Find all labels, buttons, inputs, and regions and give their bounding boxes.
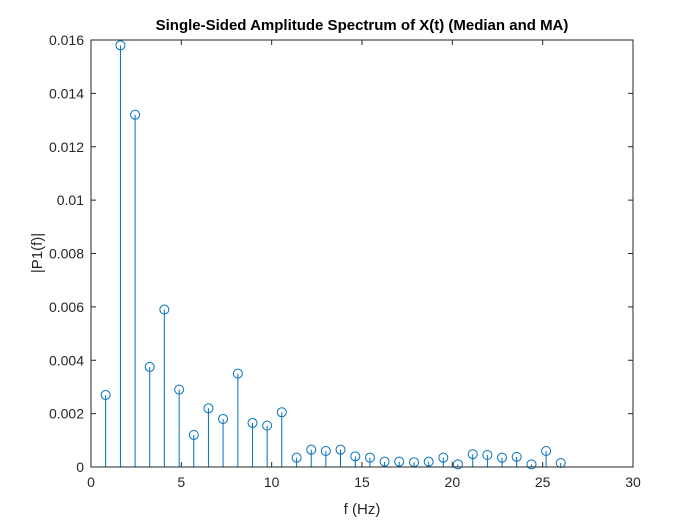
stem-marker [188, 429, 199, 440]
y-axis-label: |P1(f)| [29, 233, 46, 273]
stem-marker [291, 452, 302, 463]
stem-marker [247, 417, 258, 428]
stem-marker [379, 456, 390, 467]
stem-marker [350, 451, 361, 462]
x-tick-label: 0 [87, 474, 95, 490]
ticks-layer: 0 5 10 15 20 25 30 0 0.002 0.004 0.006 0.008 0.01 0.0… [49, 32, 641, 490]
stem-marker [115, 40, 126, 51]
y-tick-label: 0.006 [49, 299, 84, 315]
stem-marker [203, 403, 214, 414]
x-tick-label: 20 [445, 474, 461, 490]
stem-marker [335, 444, 346, 455]
stem-marker [232, 368, 243, 379]
stem-marker [394, 456, 405, 467]
stem-marker [174, 384, 185, 395]
stem-marker [438, 452, 449, 463]
stem-marker [320, 445, 331, 456]
stem-marker [482, 449, 493, 460]
stem-marker [306, 444, 317, 455]
stem-marker [452, 459, 463, 470]
x-axis-label: f (Hz) [344, 501, 381, 518]
y-tick-label: 0.016 [49, 32, 84, 48]
stem-marker [364, 452, 375, 463]
stem-marker [276, 407, 287, 418]
stem-marker [100, 389, 111, 400]
y-tick-label: 0.01 [57, 192, 84, 208]
y-tick-label: 0.014 [49, 85, 84, 101]
stem-marker [159, 304, 170, 315]
stem-marker [218, 413, 229, 424]
x-tick-label: 25 [535, 474, 551, 490]
stem-marker [144, 361, 155, 372]
y-tick-label: 0 [76, 459, 84, 475]
stem-marker [467, 449, 478, 460]
y-tick-label: 0.012 [49, 139, 84, 155]
plot-area [91, 40, 633, 467]
x-tick-label: 10 [264, 474, 280, 490]
stem-marker [526, 459, 537, 470]
stem-marker [511, 451, 522, 462]
stem-marker [130, 109, 141, 120]
stem-marker [262, 420, 273, 431]
stem-marker [541, 445, 552, 456]
stem-marker [423, 456, 434, 467]
stem-marker [497, 452, 508, 463]
x-tick-label: 15 [354, 474, 370, 490]
y-tick-label: 0.004 [49, 352, 84, 368]
y-tick-label: 0.008 [49, 246, 84, 262]
chart-title: Single-Sided Amplitude Spectrum of X(t) … [156, 17, 569, 34]
x-tick-label: 30 [625, 474, 641, 490]
y-tick-label: 0.002 [49, 406, 84, 422]
x-tick-label: 5 [177, 474, 185, 490]
